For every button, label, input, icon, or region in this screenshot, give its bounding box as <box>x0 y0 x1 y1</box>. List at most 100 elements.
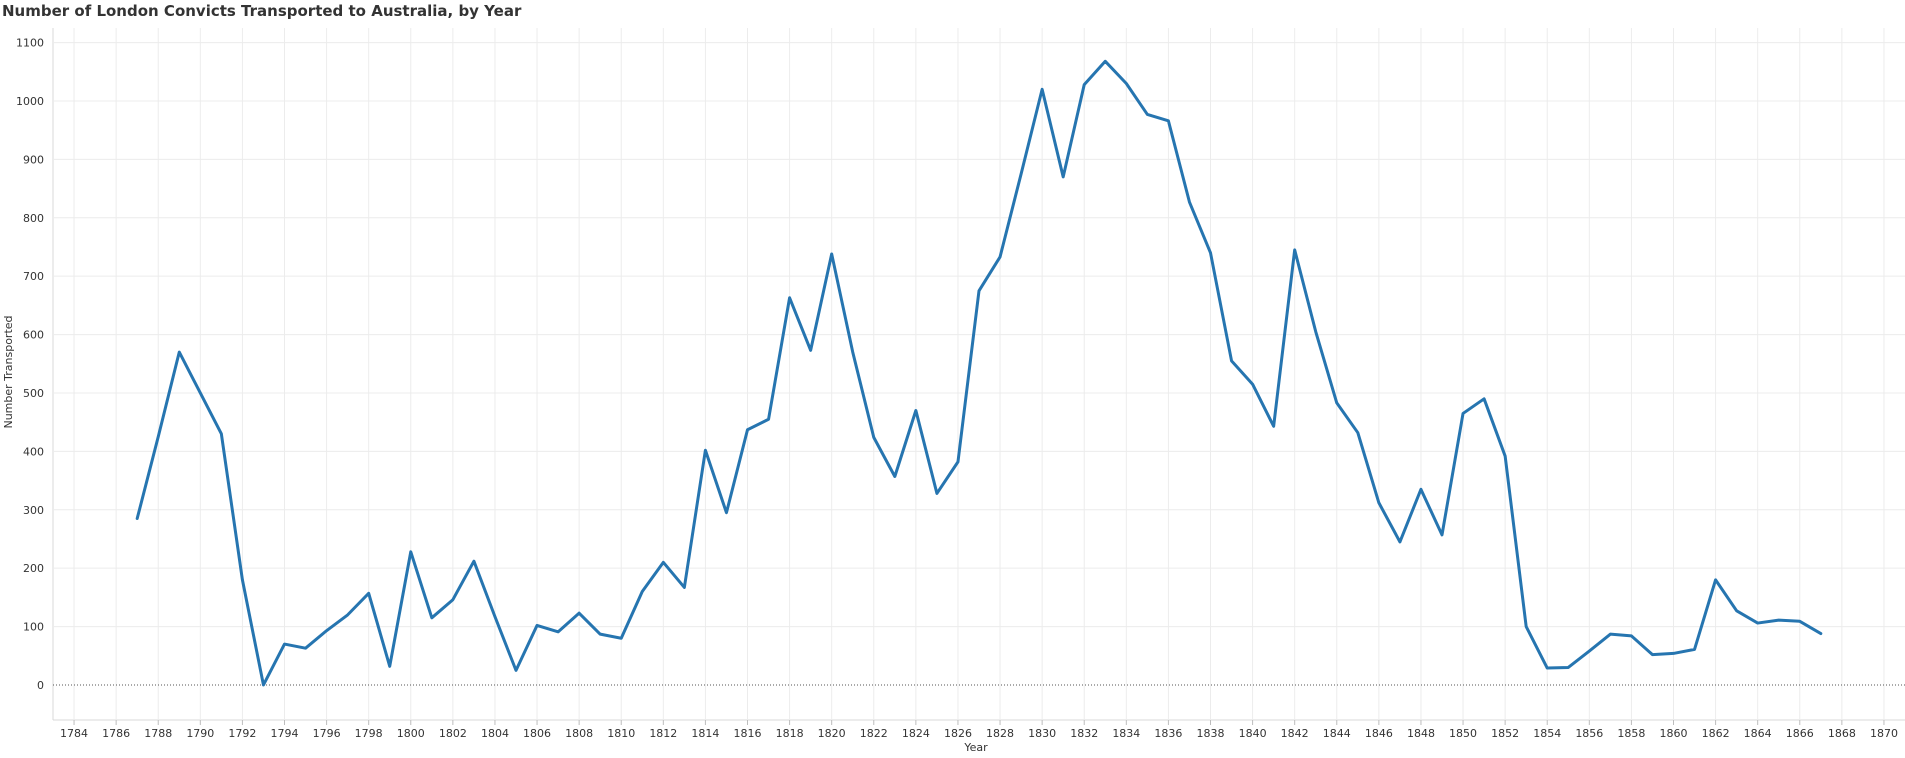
data-point <box>1693 648 1696 651</box>
data-point <box>536 624 539 627</box>
x-tick-label: 1826 <box>944 727 972 740</box>
data-point <box>1630 634 1633 637</box>
data-point <box>1504 455 1507 458</box>
y-axis-ticks: 0 100 200 300 400 500 600 700 800 900 1000 1100 <box>16 37 44 692</box>
x-tick-label: 1816 <box>734 727 762 740</box>
data-point <box>367 592 370 595</box>
data-point <box>620 637 623 640</box>
data-point <box>1356 431 1359 434</box>
x-tick-label: 1788 <box>144 727 172 740</box>
data-point <box>578 612 581 615</box>
data-point <box>662 561 665 564</box>
data-point <box>472 560 475 563</box>
x-tick-label: 1784 <box>60 727 88 740</box>
data-point <box>1335 401 1338 404</box>
y-tick-label: 400 <box>23 445 44 458</box>
data-point <box>451 598 454 601</box>
data-point <box>956 460 959 463</box>
data-point <box>1062 175 1065 178</box>
x-tick-label: 1804 <box>481 727 509 740</box>
data-point <box>346 613 349 616</box>
x-tick-label: 1830 <box>1028 727 1056 740</box>
data-point <box>283 643 286 646</box>
y-tick-label: 100 <box>23 621 44 634</box>
x-tick-label: 1812 <box>649 727 677 740</box>
data-point <box>199 391 202 394</box>
x-tick-label: 1806 <box>523 727 551 740</box>
x-tick-label: 1848 <box>1407 727 1435 740</box>
x-tick-label: 1838 <box>1197 727 1225 740</box>
x-tick-label: 1864 <box>1744 727 1772 740</box>
data-point <box>1798 620 1801 623</box>
x-tick-label: 1854 <box>1533 727 1561 740</box>
y-tick-label: 500 <box>23 387 44 400</box>
grid-lines <box>52 28 1905 725</box>
x-tick-label: 1870 <box>1870 727 1898 740</box>
data-point <box>1251 383 1254 386</box>
data-point <box>1419 488 1422 491</box>
x-tick-label: 1868 <box>1828 727 1856 740</box>
data-point <box>493 615 496 618</box>
data-point <box>241 578 244 581</box>
x-tick-label: 1850 <box>1449 727 1477 740</box>
data-point <box>136 517 139 520</box>
x-axis-title: Year <box>963 741 988 754</box>
x-tick-label: 1832 <box>1070 727 1098 740</box>
data-point <box>1462 412 1465 415</box>
data-point <box>1104 60 1107 63</box>
x-tick-label: 1856 <box>1575 727 1603 740</box>
x-tick-label: 1858 <box>1617 727 1645 740</box>
data-point <box>1525 625 1528 628</box>
x-tick-label: 1862 <box>1702 727 1730 740</box>
x-tick-label: 1794 <box>271 727 299 740</box>
data-point <box>304 647 307 650</box>
y-tick-label: 700 <box>23 270 44 283</box>
data-point <box>1146 113 1149 116</box>
data-point <box>1314 330 1317 333</box>
series-group <box>135 59 1823 687</box>
y-axis-title: Number Transported <box>2 315 15 428</box>
x-tick-label: 1798 <box>355 727 383 740</box>
data-point <box>830 252 833 255</box>
data-point <box>1651 653 1654 656</box>
data-point <box>978 289 981 292</box>
x-tick-label: 1836 <box>1154 727 1182 740</box>
data-point <box>1777 619 1780 622</box>
data-point <box>1188 201 1191 204</box>
y-tick-label: 800 <box>23 212 44 225</box>
x-tick-label: 1824 <box>902 727 930 740</box>
x-tick-label: 1840 <box>1239 727 1267 740</box>
data-point <box>641 590 644 593</box>
x-tick-label: 1828 <box>986 727 1014 740</box>
x-tick-label: 1802 <box>439 727 467 740</box>
data-point <box>325 629 328 632</box>
data-point <box>430 616 433 619</box>
data-point <box>262 683 265 686</box>
data-point <box>1209 251 1212 254</box>
x-tick-label: 1846 <box>1365 727 1393 740</box>
data-point <box>1567 666 1570 669</box>
data-point <box>1272 425 1275 428</box>
x-tick-label: 1820 <box>818 727 846 740</box>
data-point <box>178 351 181 354</box>
y-tick-label: 1100 <box>16 37 44 50</box>
data-point <box>1735 609 1738 612</box>
data-point <box>1020 172 1023 175</box>
x-axis-ticks: 1784 1786 1788 1790 1792 1794 1796 1798 1800 1802… <box>60 727 1898 740</box>
x-tick-label: 1818 <box>776 727 804 740</box>
data-point <box>599 633 602 636</box>
data-point <box>1672 652 1675 655</box>
data-point <box>557 630 560 633</box>
x-tick-label: 1810 <box>607 727 635 740</box>
x-tick-label: 1860 <box>1660 727 1688 740</box>
data-point <box>914 409 917 412</box>
data-point <box>1714 578 1717 581</box>
y-tick-label: 0 <box>37 679 44 692</box>
data-point <box>1819 632 1822 635</box>
x-tick-label: 1866 <box>1786 727 1814 740</box>
data-point <box>746 428 749 431</box>
data-point <box>1167 119 1170 122</box>
data-point <box>1377 501 1380 504</box>
data-point <box>809 349 812 352</box>
y-tick-label: 600 <box>23 329 44 342</box>
